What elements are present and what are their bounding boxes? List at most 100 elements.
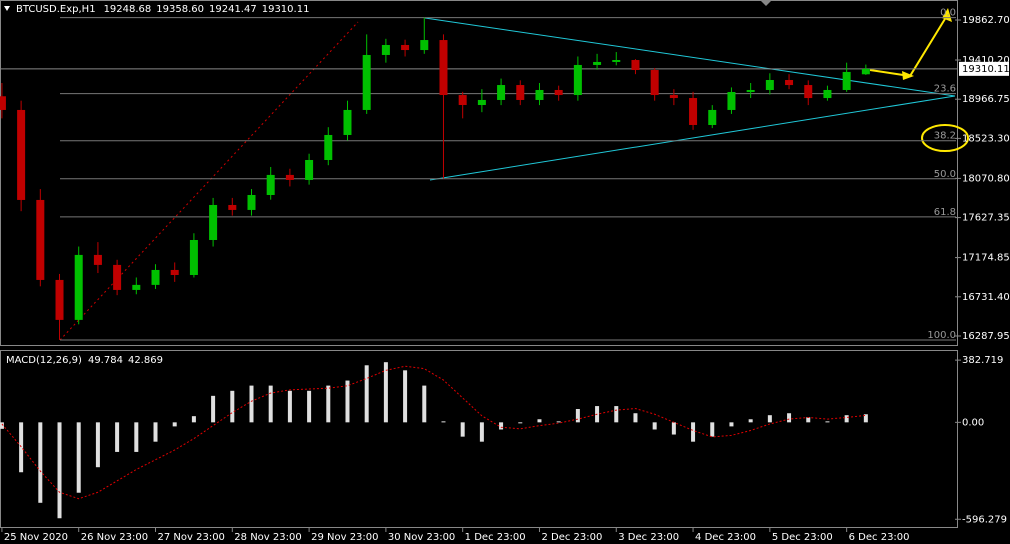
candle-body: [497, 85, 506, 100]
y-tick-label: 16287.95: [962, 331, 1010, 342]
y-tick-label: 17174.85: [962, 253, 1010, 264]
candle-body: [861, 68, 870, 75]
y-tick-label: 16731.40: [962, 292, 1010, 303]
signal-line: [1, 365, 866, 500]
candle-body: [477, 99, 486, 106]
y-tick-label: 382.719: [962, 355, 1003, 366]
yellow-arrow-head: [902, 71, 914, 80]
macd-bar: [172, 422, 177, 427]
candle-body: [55, 279, 64, 320]
main-panel-border: [0, 0, 958, 346]
candle-body: [305, 159, 314, 180]
chart-title: BTCUSD.Exp,H1: [16, 4, 96, 15]
candle-body: [362, 54, 371, 110]
x-tick-label: 26 Nov 23:00: [81, 532, 148, 543]
macd-bar: [403, 370, 408, 423]
macd-bar: [153, 422, 158, 442]
macd-bar: [499, 422, 504, 430]
x-tick-label: 3 Dec 23:00: [618, 532, 679, 543]
title-value: 19358.60: [156, 4, 204, 15]
macd-bar: [671, 422, 676, 435]
title-value: 19241.47: [209, 4, 257, 15]
yellow-ellipse: [921, 124, 969, 152]
candle-body: [708, 109, 717, 125]
macd-bar: [652, 422, 657, 430]
macd-bar: [326, 385, 331, 423]
candle-body: [439, 40, 448, 96]
macd-bar: [115, 422, 120, 452]
candle-body: [170, 269, 179, 275]
y-tick-label: 17627.35: [962, 213, 1010, 224]
macd-bar: [556, 421, 561, 423]
macd-bar: [230, 390, 235, 423]
macd-bar: [211, 395, 216, 423]
x-tick-label: 25 Nov 2020: [4, 532, 68, 543]
triangle-upper-line: [424, 17, 956, 97]
candle-body: [765, 79, 774, 90]
menu-arrow[interactable]: [4, 6, 10, 11]
title-value: 19248.68: [104, 4, 152, 15]
y-tick-label: 18966.75: [962, 94, 1010, 105]
y-tick-label: 19862.70: [962, 15, 1010, 26]
fib-level-label: 38.2: [934, 131, 956, 142]
candle-body: [554, 89, 563, 96]
title-value: 19310.11: [262, 4, 310, 15]
candle-body: [593, 61, 602, 65]
macd-bar: [729, 422, 734, 427]
x-tick-label: 2 Dec 23:00: [541, 532, 602, 543]
macd-bar: [691, 422, 696, 442]
candle-body: [804, 85, 813, 99]
candle-body: [746, 89, 755, 93]
macd-bar: [767, 415, 772, 423]
candle-body: [228, 204, 237, 210]
macd-bar: [460, 422, 465, 437]
candle-body: [151, 269, 160, 285]
x-tick-label: 27 Nov 23:00: [158, 532, 225, 543]
macd-title: MACD(12,26,9): [6, 355, 82, 366]
y-tick-label: 0.00: [962, 417, 984, 428]
candle-body: [285, 174, 294, 180]
macd-bar: [38, 422, 43, 503]
candle-body: [17, 109, 26, 200]
macd-bar: [95, 422, 100, 468]
macd-bar: [575, 409, 580, 423]
current-price-box: [959, 61, 1009, 76]
candle-body: [324, 134, 333, 160]
macd-bar: [364, 365, 369, 423]
candle-body: [247, 194, 256, 210]
macd-bar: [19, 422, 24, 473]
macd-bar: [787, 413, 792, 423]
macd-bar: [307, 390, 312, 423]
shift-marker: [760, 0, 772, 6]
y-tick-label: -596.279: [962, 514, 1007, 525]
candle-body: [842, 71, 851, 90]
candle-body: [401, 44, 410, 51]
candle-body: [573, 64, 582, 96]
fib-level-label: 50.0: [934, 169, 956, 180]
candle-body: [669, 95, 678, 99]
y-tick-label: 18523.30: [962, 133, 1010, 144]
candle-body: [343, 109, 352, 135]
macd-bar: [441, 421, 446, 423]
macd-bar: [825, 421, 830, 423]
x-tick-label: 5 Dec 23:00: [772, 532, 833, 543]
macd-bar: [0, 422, 4, 429]
y-tick-label: 19410.20: [962, 55, 1010, 66]
fib-level-label: 100.0: [927, 330, 956, 341]
x-tick-label: 4 Dec 23:00: [695, 532, 756, 543]
macd-bar: [287, 390, 292, 423]
yellow-arrow-head: [942, 8, 952, 22]
x-tick-label: 29 Nov 23:00: [311, 532, 378, 543]
macd-panel-border: [0, 350, 958, 528]
x-tick-label: 30 Nov 23:00: [388, 532, 455, 543]
macd-bar: [191, 416, 196, 423]
macd-bar: [57, 422, 62, 519]
title-value: 49.784: [88, 355, 123, 366]
current-price-label: 19310.11: [962, 64, 1010, 75]
candle-body: [93, 254, 102, 265]
candle-body: [689, 98, 698, 125]
candle-body: [650, 70, 659, 96]
triangle-lower-line: [429, 95, 956, 181]
candle-body: [0, 96, 6, 110]
macd-bar: [479, 422, 484, 442]
